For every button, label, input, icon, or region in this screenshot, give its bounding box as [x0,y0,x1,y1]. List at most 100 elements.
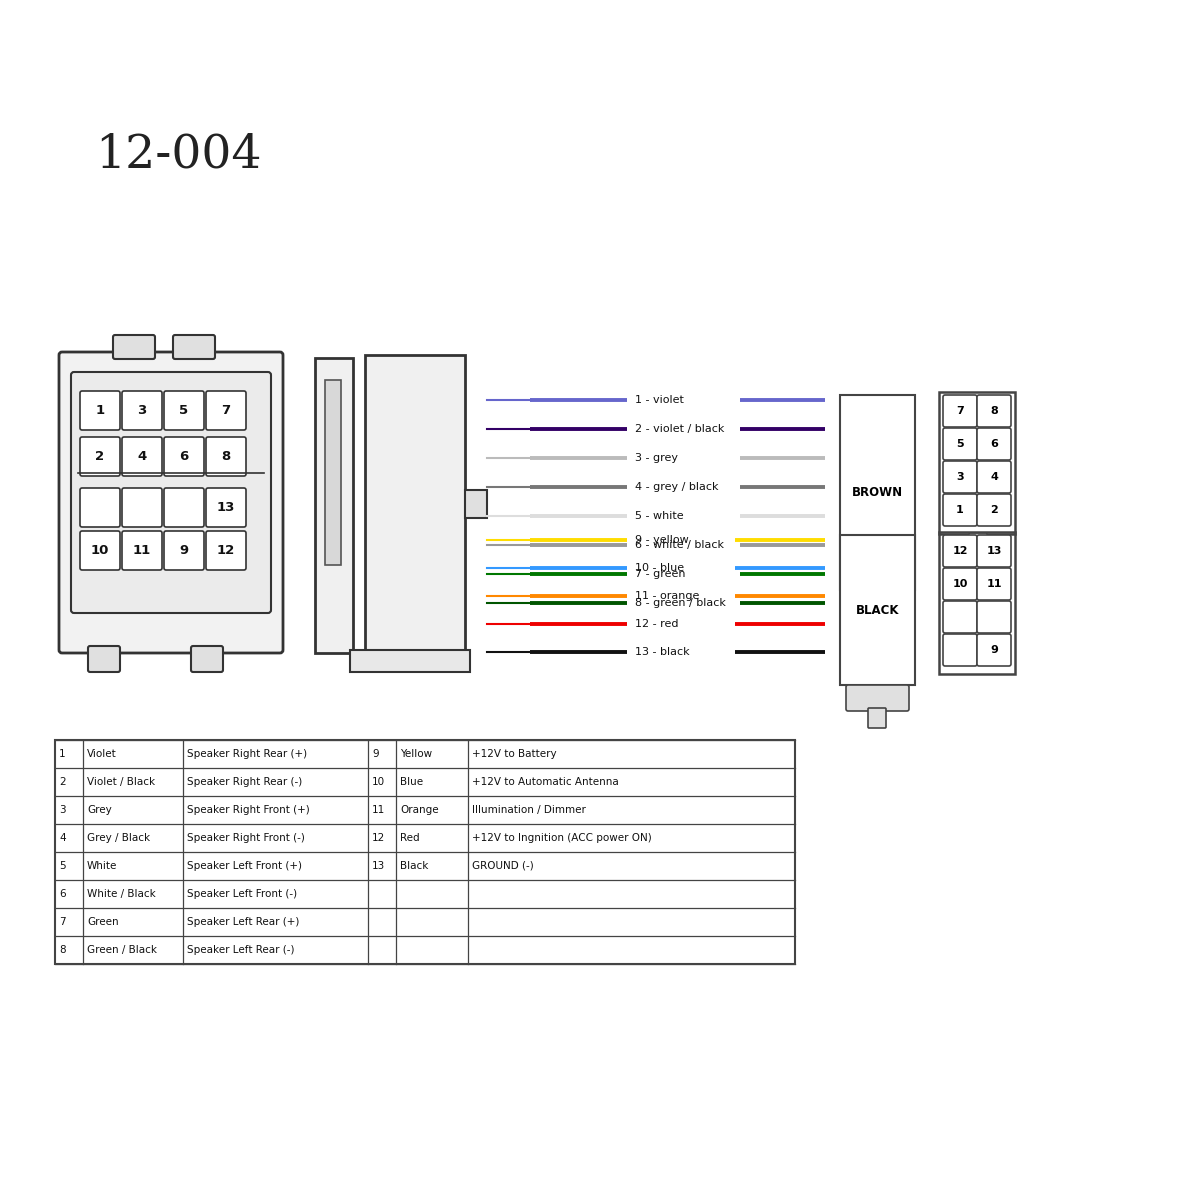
FancyBboxPatch shape [977,634,1010,666]
Text: 8: 8 [59,946,66,955]
Text: Illumination / Dimmer: Illumination / Dimmer [472,805,586,815]
FancyBboxPatch shape [977,601,1010,634]
Text: 6: 6 [990,439,998,449]
Text: Speaker Left Front (+): Speaker Left Front (+) [187,862,302,871]
Text: 10: 10 [91,544,109,557]
Text: 2: 2 [990,505,998,515]
FancyBboxPatch shape [943,461,977,493]
Text: 12 - red: 12 - red [635,619,678,629]
Text: Speaker Left Rear (-): Speaker Left Rear (-) [187,946,294,955]
FancyBboxPatch shape [977,535,1010,566]
FancyBboxPatch shape [206,530,246,570]
Text: 13 - black: 13 - black [635,647,690,658]
FancyBboxPatch shape [164,530,204,570]
Text: 7: 7 [59,917,66,926]
Text: 7 - green: 7 - green [635,569,685,578]
FancyBboxPatch shape [868,708,886,728]
FancyBboxPatch shape [80,488,120,527]
Text: 10: 10 [953,578,967,589]
Text: 8 - green / black: 8 - green / black [635,598,726,608]
Text: 3 - grey: 3 - grey [635,452,678,463]
FancyBboxPatch shape [206,391,246,430]
FancyBboxPatch shape [164,391,204,430]
Text: 12: 12 [217,544,235,557]
Text: Black: Black [400,862,428,871]
Text: 12: 12 [953,546,967,556]
Text: Grey / Black: Grey / Black [88,833,150,842]
Text: Blue: Blue [400,778,424,787]
Text: 7: 7 [956,406,964,416]
Text: 3: 3 [956,472,964,482]
Text: Green: Green [88,917,119,926]
Text: 2: 2 [59,778,66,787]
Text: 4 - grey / black: 4 - grey / black [635,482,719,492]
Text: Yellow: Yellow [400,749,432,758]
FancyBboxPatch shape [206,437,246,476]
FancyBboxPatch shape [173,335,215,359]
Bar [350,650,470,672]
FancyBboxPatch shape [943,568,977,600]
Text: 4: 4 [990,472,998,482]
FancyBboxPatch shape [943,601,977,634]
Text: 10: 10 [372,778,385,787]
Text: BLACK: BLACK [856,604,899,617]
FancyBboxPatch shape [88,646,120,672]
FancyBboxPatch shape [122,437,162,476]
FancyBboxPatch shape [80,437,120,476]
Text: 5: 5 [59,862,66,871]
Bar [365,355,466,660]
Text: 9: 9 [180,544,188,557]
FancyBboxPatch shape [943,634,977,666]
Bar [466,490,487,518]
Text: 8: 8 [990,406,998,416]
FancyBboxPatch shape [943,428,977,460]
Text: 6: 6 [179,450,188,463]
Text: 1: 1 [956,505,964,515]
Text: 11 - orange: 11 - orange [635,590,700,601]
Text: 13: 13 [986,546,1002,556]
Bar [314,358,353,653]
Text: Speaker Right Rear (-): Speaker Right Rear (-) [187,778,302,787]
FancyBboxPatch shape [80,391,120,430]
FancyBboxPatch shape [164,488,204,527]
Text: 12: 12 [372,833,385,842]
Text: +12V to Automatic Antenna: +12V to Automatic Antenna [472,778,619,787]
Text: Violet: Violet [88,749,116,758]
Text: 2: 2 [96,450,104,463]
FancyBboxPatch shape [977,428,1010,460]
Text: Speaker Left Rear (+): Speaker Left Rear (+) [187,917,299,926]
Text: Green / Black: Green / Black [88,946,157,955]
Text: Speaker Right Front (-): Speaker Right Front (-) [187,833,305,842]
Text: Red: Red [400,833,420,842]
Text: 11: 11 [372,805,385,815]
Text: BROWN: BROWN [852,486,904,499]
FancyBboxPatch shape [977,568,1010,600]
FancyBboxPatch shape [943,395,977,427]
Bar [940,532,1015,674]
Text: Speaker Right Front (+): Speaker Right Front (+) [187,805,310,815]
FancyBboxPatch shape [846,590,910,616]
Text: White: White [88,862,118,871]
FancyBboxPatch shape [970,533,986,553]
FancyBboxPatch shape [122,391,162,430]
Text: White / Black: White / Black [88,889,156,899]
FancyBboxPatch shape [122,488,162,527]
Text: 6: 6 [59,889,66,899]
Text: Orange: Orange [400,805,439,815]
Text: Speaker Right Rear (+): Speaker Right Rear (+) [187,749,307,758]
Bar [840,535,916,685]
FancyBboxPatch shape [122,530,162,570]
FancyBboxPatch shape [943,535,977,566]
Text: 12-004: 12-004 [95,132,262,178]
Text: 9 - yellow: 9 - yellow [635,535,689,545]
Text: 13: 13 [372,862,385,871]
Text: 11: 11 [986,578,1002,589]
FancyBboxPatch shape [191,646,223,672]
FancyBboxPatch shape [71,372,271,613]
Bar [840,395,916,590]
Text: 10 - blue: 10 - blue [635,563,684,572]
FancyBboxPatch shape [846,685,910,710]
Bar [55,740,796,964]
Text: 4: 4 [137,450,146,463]
Text: Violet / Black: Violet / Black [88,778,155,787]
